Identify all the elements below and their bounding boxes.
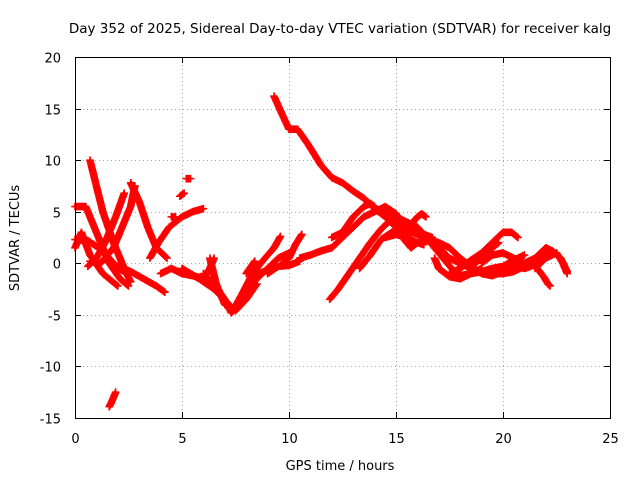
plot-frame bbox=[75, 57, 611, 419]
data-point bbox=[161, 288, 169, 296]
series-arc-08 bbox=[126, 179, 171, 262]
data-point bbox=[180, 189, 188, 197]
data-point bbox=[112, 281, 121, 289]
data-point bbox=[120, 189, 129, 197]
series-arc-31 bbox=[409, 209, 430, 226]
chart-title: Day 352 of 2025, Sidereal Day-to-day VTE… bbox=[69, 21, 611, 37]
data-point bbox=[210, 254, 218, 262]
x-tick-labels: 0 5 10 15 20 25 bbox=[71, 432, 618, 447]
data-point bbox=[199, 204, 208, 213]
y-tick-label: -5 bbox=[48, 310, 61, 325]
y-tick-label: 15 bbox=[44, 104, 61, 119]
series-arc-30 bbox=[398, 233, 428, 252]
data-point bbox=[276, 232, 285, 241]
series-arc-12 bbox=[167, 213, 180, 221]
data-point bbox=[546, 282, 554, 290]
data-point bbox=[123, 281, 132, 289]
data-point bbox=[124, 282, 133, 290]
series-arc-13 bbox=[176, 189, 188, 201]
data-point bbox=[513, 232, 521, 241]
data-point bbox=[126, 278, 135, 286]
data-point bbox=[420, 240, 428, 249]
data-point bbox=[186, 174, 195, 183]
y-tick-labels: -15 -10 -5 0 5 10 15 20 bbox=[40, 52, 61, 428]
x-tick-label: 20 bbox=[495, 432, 512, 447]
data-point bbox=[162, 253, 170, 261]
y-tick-label: 0 bbox=[53, 258, 61, 273]
series-arc-35 bbox=[430, 254, 486, 283]
series-arc-19 bbox=[242, 257, 259, 278]
data-point bbox=[494, 238, 503, 247]
data-point bbox=[563, 269, 571, 278]
series-arc-14 bbox=[182, 174, 195, 183]
series-arc-37 bbox=[467, 238, 503, 271]
data-point bbox=[250, 257, 259, 266]
x-axis-label: GPS time / hours bbox=[286, 459, 395, 474]
y-tick-label: -10 bbox=[40, 361, 61, 376]
data-point bbox=[545, 281, 553, 289]
data-point bbox=[114, 282, 122, 290]
data-point bbox=[163, 254, 171, 262]
data-point bbox=[420, 230, 428, 239]
x-tick-label: 10 bbox=[281, 432, 298, 447]
data-point bbox=[493, 239, 502, 248]
data-point bbox=[370, 202, 379, 211]
series-arc-23 bbox=[276, 230, 306, 270]
data-point bbox=[298, 230, 306, 239]
series-arc-42 bbox=[527, 259, 554, 290]
series-arc-18 bbox=[199, 254, 218, 283]
series-arc-36 bbox=[445, 228, 522, 278]
x-tick-label: 5 bbox=[178, 432, 186, 447]
y-tick-label: 10 bbox=[44, 155, 61, 170]
series-arc-10 bbox=[146, 204, 208, 262]
series-arc-40 bbox=[531, 249, 571, 278]
data-marks bbox=[71, 92, 571, 411]
y-axis-label: SDTVAR / TECUs bbox=[8, 185, 23, 292]
data-point bbox=[105, 402, 114, 411]
x-tick-label: 25 bbox=[602, 432, 619, 447]
y-tick-label: 5 bbox=[53, 207, 61, 222]
series-arc-07 bbox=[103, 257, 169, 296]
x-tick-label: 15 bbox=[388, 432, 405, 447]
data-point bbox=[520, 251, 529, 259]
y-tick-label: -15 bbox=[40, 413, 61, 428]
series-arc-26 bbox=[328, 199, 379, 242]
series-arc-09 bbox=[105, 388, 120, 411]
y-tick-label: 20 bbox=[44, 52, 61, 67]
data-point bbox=[514, 233, 522, 242]
x-tick-label: 0 bbox=[71, 432, 79, 447]
data-point bbox=[422, 213, 430, 221]
data-point bbox=[419, 229, 427, 238]
data-point bbox=[171, 213, 180, 221]
